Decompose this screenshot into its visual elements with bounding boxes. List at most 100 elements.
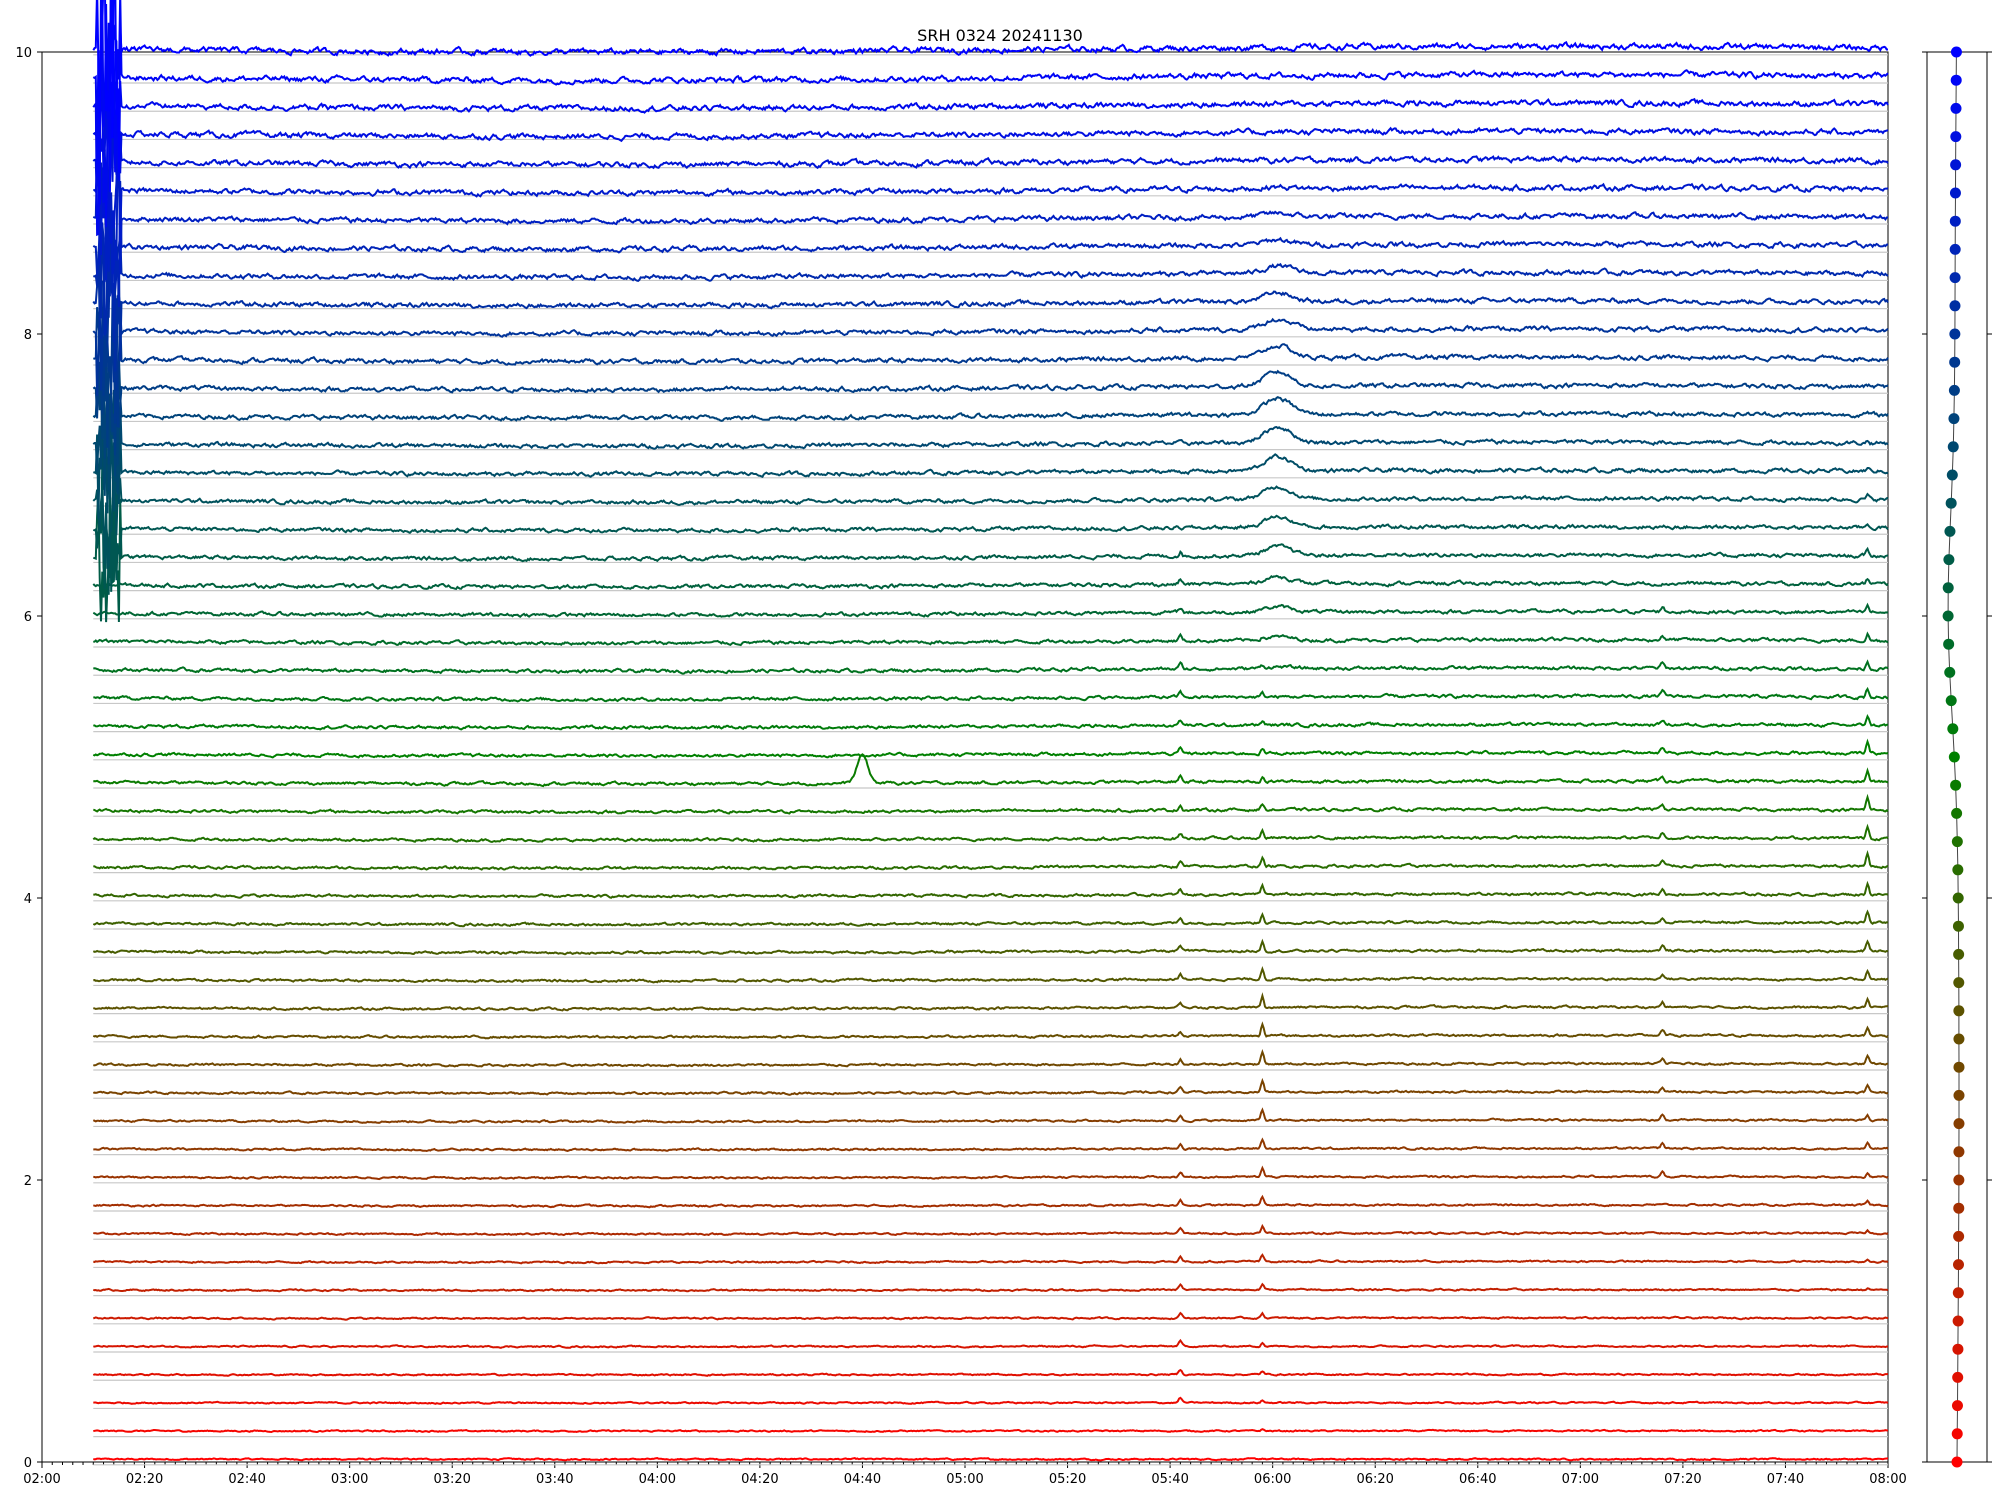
series-line [93,298,1889,428]
side-point [1945,695,1957,707]
side-point [1952,892,1964,904]
x-tick-label: 05:00 [946,1472,983,1487]
side-point [1953,1033,1965,1045]
side-point [1951,836,1963,848]
x-tick-label: 05:40 [1151,1472,1188,1487]
side-point [1945,497,1957,509]
series-line [93,1048,1889,1068]
side-point [1949,300,1961,312]
series-line [93,992,1889,1012]
series-line [92,909,1889,928]
side-plot [1922,46,1992,1468]
x-tick-label: 04:40 [844,1472,881,1487]
side-point [1948,751,1960,763]
series-line [93,686,1889,703]
series-line [92,442,1889,569]
x-tick-label: 02:20 [126,1472,163,1487]
x-tick-label: 03:40 [536,1472,573,1487]
side-point [1953,1146,1965,1158]
series-line [93,1077,1889,1096]
series-line [92,0,1888,173]
series-line [92,0,1889,237]
baselines [93,54,1888,1466]
side-point [1944,525,1956,537]
series-line [93,753,1889,788]
side-point [1953,1174,1965,1186]
side-point [1953,1202,1965,1214]
side-point [1953,1089,1965,1101]
series-line [92,353,1889,477]
series-line [92,275,1889,396]
series-line [92,1107,1889,1124]
side-point [1953,948,1965,960]
series-line [93,793,1889,815]
series-line [92,180,1889,308]
series-line [93,713,1889,731]
side-point [1953,977,1965,989]
y-tick-label: 0 [24,1456,32,1471]
y-tick-label: 6 [24,610,32,625]
series-line [92,98,1889,222]
series-line [93,1223,1889,1237]
side-point [1952,920,1964,932]
x-tick-label: 02:00 [23,1472,60,1487]
side-point [1949,328,1961,340]
side-point [1950,74,1962,86]
side-point [1949,215,1961,227]
series-line [92,738,1889,759]
series-line [92,234,1889,372]
series-line [93,218,1889,343]
side-point [1948,384,1960,396]
series-line [93,1194,1889,1209]
x-tick-label: 07:00 [1562,1472,1599,1487]
side-point [1949,356,1961,368]
series-line [93,490,1889,623]
side-point [1951,807,1963,819]
side-point [1949,272,1961,284]
y-tick-label: 4 [24,892,32,907]
series-line [93,965,1889,984]
series-line [93,1338,1889,1349]
side-point [1942,610,1954,622]
series-line [93,137,1889,256]
series-line [92,1021,1889,1040]
side-point [1953,1061,1965,1073]
series-line [92,823,1889,844]
side-point [1952,1287,1964,1299]
side-point [1953,1230,1965,1242]
series-line [92,333,1889,456]
series-line [92,602,1889,618]
series-line [93,1253,1889,1265]
x-tick-label: 06:20 [1356,1472,1393,1487]
series-line [92,574,1889,590]
series-line [93,411,1889,519]
series-line [93,1165,1889,1181]
series-line [93,880,1889,899]
y-tick-label: 10 [15,46,32,61]
side-point [1951,1456,1963,1468]
series-line [92,0,1889,205]
side-point [1948,413,1960,425]
x-tick-label: 05:20 [1049,1472,1086,1487]
y-tick-label: 2 [24,1174,32,1189]
series-line [92,81,1889,187]
x-tick-label: 04:20 [741,1472,778,1487]
series-line [93,1428,1889,1434]
side-point [1950,102,1962,114]
side-point [1950,131,1962,143]
main-plot: 02:00 02:20 02:40 03:00 03:20 03:40 04:00 04:20… [15,0,1907,1487]
series-line [93,1137,1889,1153]
series-line [93,1282,1889,1293]
side-point [1953,1118,1965,1130]
side-point [1944,666,1956,678]
x-tick-label: 08:00 [1869,1472,1906,1487]
series-line [93,1396,1889,1405]
side-point [1951,1400,1963,1412]
side-point [1942,582,1954,594]
x-tick-label: 07:40 [1767,1472,1804,1487]
side-point [1946,469,1958,481]
x-tick-label: 02:40 [228,1472,265,1487]
side-point [1950,46,1962,58]
